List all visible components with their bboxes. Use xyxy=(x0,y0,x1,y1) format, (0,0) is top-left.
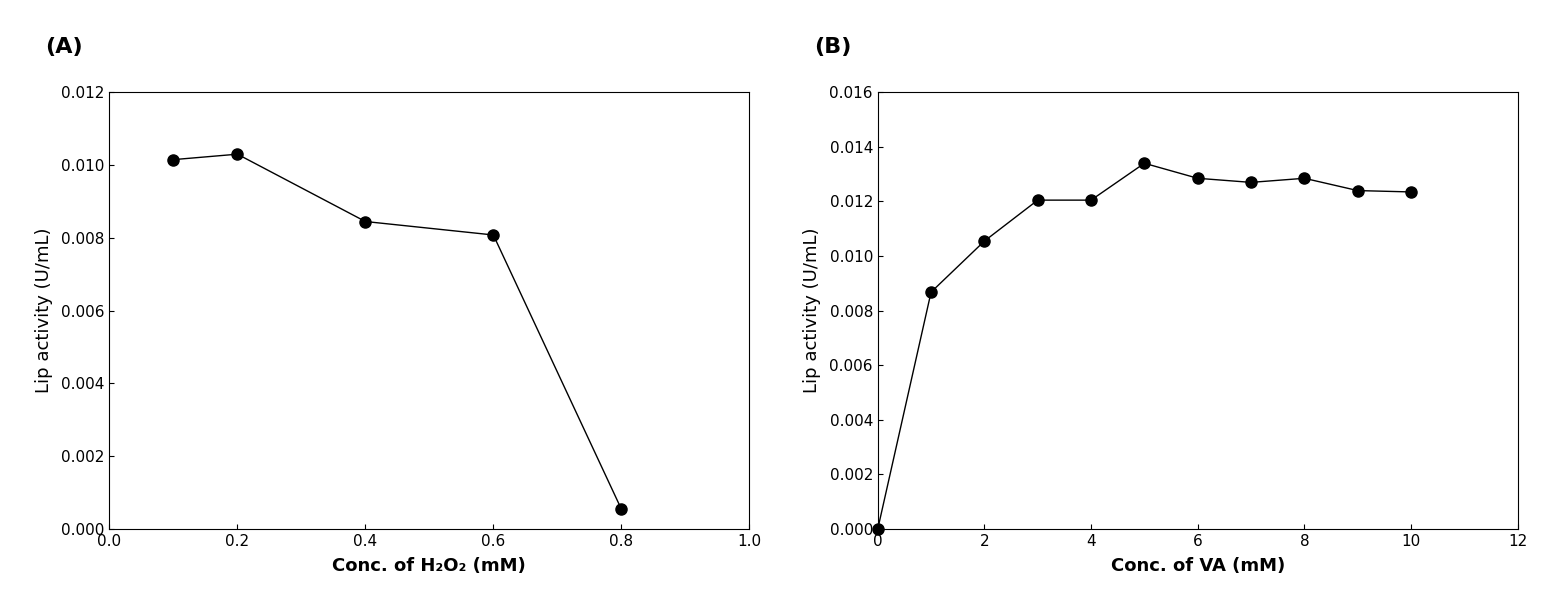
X-axis label: Conc. of H₂O₂ (mM): Conc. of H₂O₂ (mM) xyxy=(333,558,526,575)
Text: (A): (A) xyxy=(45,37,83,57)
Y-axis label: Lip activity (U/mL): Lip activity (U/mL) xyxy=(803,228,822,393)
Text: (B): (B) xyxy=(814,37,851,57)
X-axis label: Conc. of VA (mM): Conc. of VA (mM) xyxy=(1111,558,1286,575)
Y-axis label: Lip activity (U/mL): Lip activity (U/mL) xyxy=(34,228,53,393)
